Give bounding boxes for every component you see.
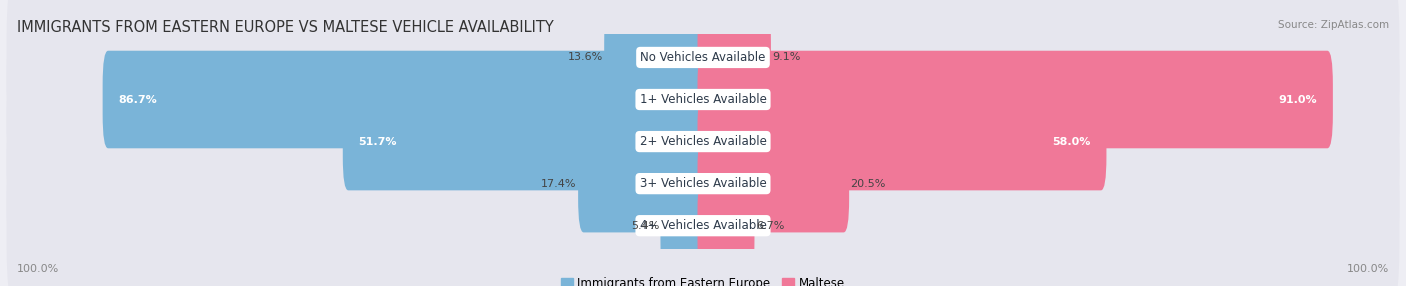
FancyBboxPatch shape bbox=[697, 177, 755, 275]
FancyBboxPatch shape bbox=[697, 135, 849, 233]
FancyBboxPatch shape bbox=[578, 135, 709, 233]
Text: 1+ Vehicles Available: 1+ Vehicles Available bbox=[640, 93, 766, 106]
Text: IMMIGRANTS FROM EASTERN EUROPE VS MALTESE VEHICLE AVAILABILITY: IMMIGRANTS FROM EASTERN EUROPE VS MALTES… bbox=[17, 20, 554, 35]
Text: 100.0%: 100.0% bbox=[17, 264, 59, 274]
Text: No Vehicles Available: No Vehicles Available bbox=[640, 51, 766, 64]
Text: 5.4%: 5.4% bbox=[631, 221, 659, 231]
Text: 20.5%: 20.5% bbox=[851, 179, 886, 189]
FancyBboxPatch shape bbox=[7, 101, 1399, 267]
Text: 13.6%: 13.6% bbox=[568, 52, 603, 62]
Text: Source: ZipAtlas.com: Source: ZipAtlas.com bbox=[1278, 20, 1389, 30]
Text: 100.0%: 100.0% bbox=[1347, 264, 1389, 274]
Text: 17.4%: 17.4% bbox=[541, 179, 576, 189]
Text: 9.1%: 9.1% bbox=[772, 52, 800, 62]
FancyBboxPatch shape bbox=[343, 93, 709, 190]
FancyBboxPatch shape bbox=[697, 9, 770, 106]
Text: 4+ Vehicles Available: 4+ Vehicles Available bbox=[640, 219, 766, 232]
Text: 51.7%: 51.7% bbox=[359, 137, 396, 146]
FancyBboxPatch shape bbox=[7, 0, 1399, 140]
Legend: Immigrants from Eastern Europe, Maltese: Immigrants from Eastern Europe, Maltese bbox=[561, 277, 845, 286]
Text: 86.7%: 86.7% bbox=[118, 94, 157, 104]
FancyBboxPatch shape bbox=[7, 143, 1399, 286]
FancyBboxPatch shape bbox=[697, 51, 1333, 148]
FancyBboxPatch shape bbox=[103, 51, 709, 148]
Text: 91.0%: 91.0% bbox=[1278, 94, 1317, 104]
FancyBboxPatch shape bbox=[7, 59, 1399, 225]
Text: 58.0%: 58.0% bbox=[1052, 137, 1091, 146]
FancyBboxPatch shape bbox=[661, 177, 709, 275]
Text: 2+ Vehicles Available: 2+ Vehicles Available bbox=[640, 135, 766, 148]
Text: 3+ Vehicles Available: 3+ Vehicles Available bbox=[640, 177, 766, 190]
Text: 6.7%: 6.7% bbox=[756, 221, 785, 231]
FancyBboxPatch shape bbox=[7, 17, 1399, 182]
FancyBboxPatch shape bbox=[605, 9, 709, 106]
FancyBboxPatch shape bbox=[697, 93, 1107, 190]
